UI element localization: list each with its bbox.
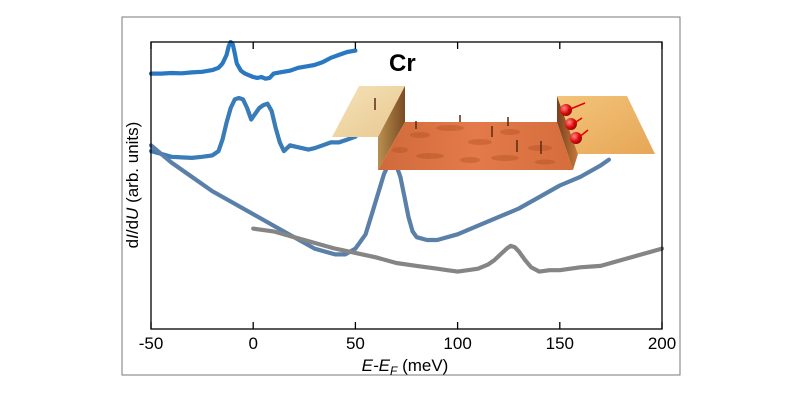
inset-title: Cr <box>389 50 416 77</box>
y-axis-label: dI/dU (arb. units) <box>123 122 142 249</box>
inset-left-cliff <box>378 86 405 170</box>
outer-frame <box>121 16 681 376</box>
inset-left-plateau <box>332 86 405 137</box>
inset-chromium-atoms <box>560 102 589 144</box>
stm-topograph-inset <box>332 86 655 170</box>
x-tick-label: 200 <box>648 334 676 353</box>
x-tick-label: 150 <box>546 334 574 353</box>
inset-orange-surface <box>378 122 573 170</box>
series-line-2 <box>148 95 358 160</box>
plot-area-frame <box>150 41 663 330</box>
x-tick-label: -50 <box>139 334 164 353</box>
series-line-4 <box>251 226 665 274</box>
x-tick-label: 50 <box>346 334 365 353</box>
x-tick-label: 0 <box>248 334 257 353</box>
series-line-1 <box>148 39 358 81</box>
inset-surface-texture <box>392 125 555 165</box>
x-tick-label: 100 <box>443 334 471 353</box>
inset-adatom-spikes <box>374 98 542 154</box>
x-axis: -50 0 50 100 150 200 <box>139 42 676 353</box>
x-axis-label: E-EF (meV) <box>362 356 449 378</box>
